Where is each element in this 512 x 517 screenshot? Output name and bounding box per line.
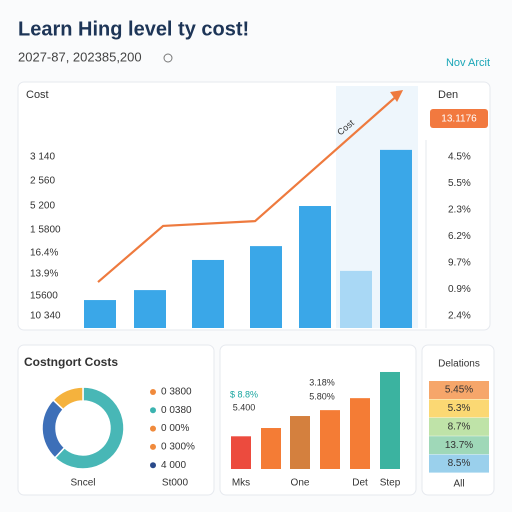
legend-dot — [150, 389, 156, 395]
legend-dot — [150, 425, 156, 432]
card-label: Cost — [26, 89, 49, 101]
heat-cell — [429, 399, 489, 418]
row-label: 1 5800 — [30, 225, 61, 236]
x-tick-label: Step — [380, 478, 401, 489]
heat-label: 5.3% — [448, 403, 471, 414]
heat-label: 13.7% — [445, 440, 473, 451]
card-footer: All — [453, 479, 464, 490]
x-tick-label: One — [291, 478, 310, 489]
donut-slice — [53, 386, 125, 470]
link[interactable]: Nov Arcit — [446, 57, 490, 69]
annotation: 5.80% — [309, 391, 335, 401]
bar — [340, 270, 372, 328]
row-label: 13.9% — [30, 269, 58, 280]
heat-cell — [429, 417, 489, 436]
heat-label: 5.45% — [445, 385, 473, 396]
badge — [430, 109, 488, 128]
row-label: 4.5% — [448, 152, 471, 163]
heat-cell — [429, 454, 489, 473]
bar — [261, 428, 281, 469]
bar — [299, 206, 331, 328]
annotation: 5.400 — [233, 402, 256, 412]
row-label: 9.7% — [448, 258, 471, 269]
card-title: Delations — [438, 359, 480, 370]
card-title: Costngort Costs — [24, 355, 118, 369]
legend-label: 0 3800 — [161, 387, 192, 398]
annotation: 3.18% — [309, 377, 335, 387]
row-label: 3 140 — [30, 152, 55, 163]
bar — [320, 410, 340, 469]
legend-label: 0 00% — [161, 423, 189, 434]
row-label: 5 200 — [30, 201, 55, 212]
row-label: 6.2% — [448, 231, 471, 242]
heat-label: 8.7% — [448, 421, 471, 432]
heat-cell — [429, 436, 489, 455]
title: Learn Hing level ty cost! — [18, 18, 249, 40]
heat-cell — [429, 381, 489, 399]
legend-dot — [150, 443, 156, 450]
bar — [84, 300, 116, 328]
row-label: 2.3% — [448, 205, 471, 216]
bar — [134, 290, 166, 328]
row-label: 15600 — [30, 291, 58, 302]
legend-label: 0 300% — [161, 442, 195, 453]
donut-slice — [52, 386, 84, 411]
icon — [163, 53, 173, 63]
pie-label: Sncel — [70, 478, 95, 489]
bar — [290, 416, 310, 469]
row-label: 5.5% — [448, 178, 471, 189]
x-tick-label: Mks — [232, 478, 250, 489]
badge-text: 13.1176 — [441, 114, 477, 125]
line — [97, 92, 401, 283]
legend-dot — [150, 407, 156, 414]
card-footer: St000 — [162, 478, 189, 489]
row-label: 16.4% — [30, 248, 58, 259]
bar — [231, 436, 251, 469]
card-label: Den — [438, 89, 458, 101]
row-label: 10 340 — [30, 311, 61, 322]
bar — [350, 398, 370, 469]
bar — [380, 371, 400, 469]
bar — [192, 259, 224, 328]
arrowhead — [390, 90, 404, 103]
x-tick-label: Det — [352, 478, 368, 489]
row-label: 2.4% — [448, 311, 471, 322]
annotation: $ 8.8% — [230, 389, 258, 399]
legend-label: 0 0380 — [161, 405, 192, 416]
legend-dot — [150, 462, 156, 469]
row-label: 0.9% — [448, 284, 471, 295]
heat-label: 8.5% — [448, 458, 471, 469]
subtitle: 2027-87, 202385,200 — [18, 49, 142, 64]
bar — [380, 149, 412, 328]
legend-label: 4 000 — [161, 460, 186, 471]
row-label: 2 560 — [30, 176, 55, 187]
bar — [250, 246, 282, 328]
